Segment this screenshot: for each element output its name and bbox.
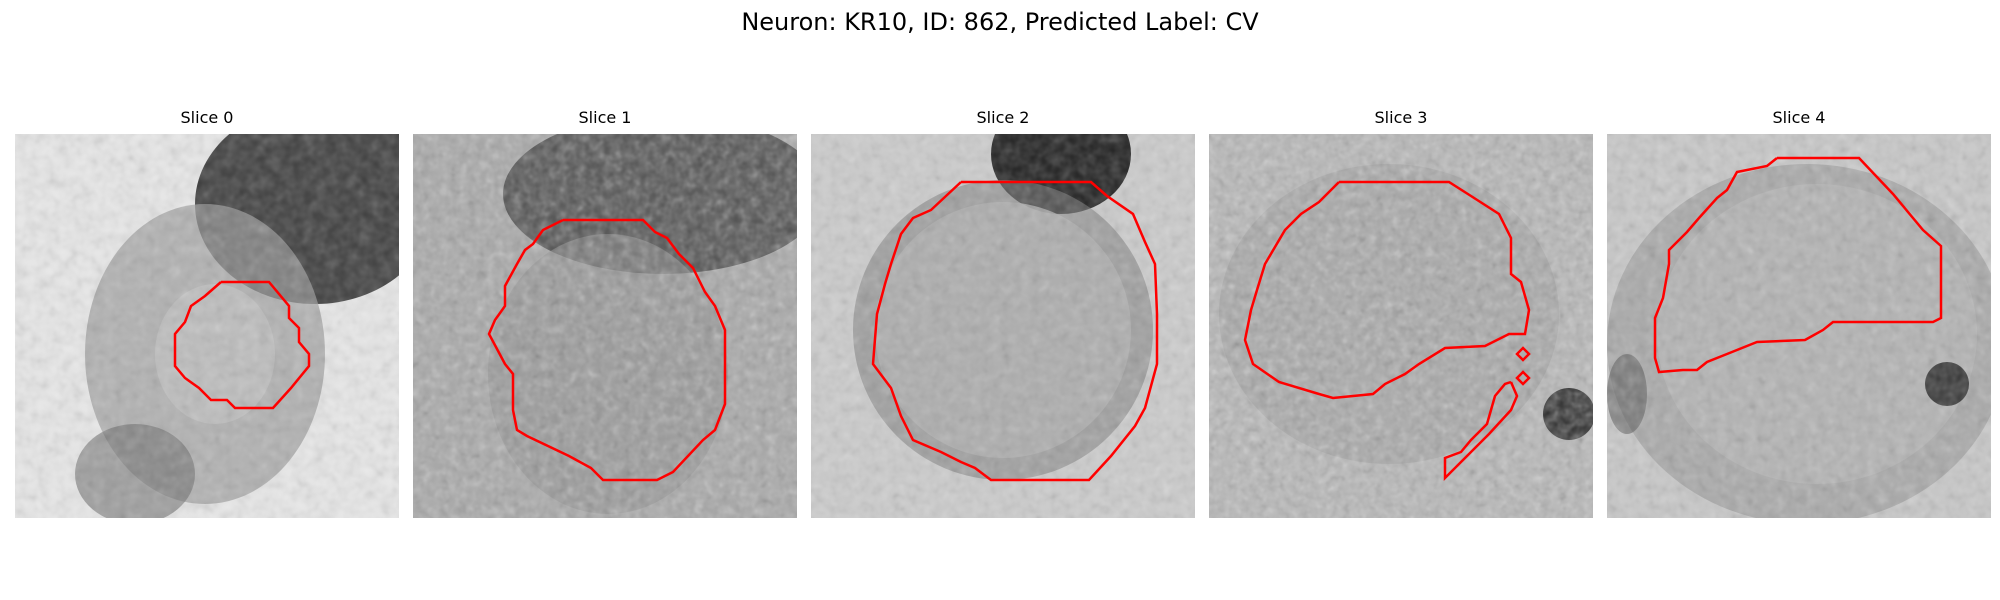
slice-image-0 (15, 134, 399, 518)
slice-image-3 (1209, 134, 1593, 518)
roi-contour (173, 280, 311, 410)
roi-contour (1653, 156, 1943, 374)
slice-title-4: Slice 4 (1772, 108, 1826, 127)
roi-contour-dot (1515, 370, 1531, 386)
roi-contour (871, 180, 1159, 482)
roi-contour (1243, 180, 1531, 400)
roi-contour (487, 218, 727, 482)
slice-title-1: Slice 1 (578, 108, 632, 127)
slice-image-4 (1607, 134, 1991, 518)
slice-title-3: Slice 3 (1374, 108, 1428, 127)
roi-contour-dot (1515, 346, 1531, 362)
slice-image-1 (413, 134, 797, 518)
slice-title-2: Slice 2 (976, 108, 1030, 127)
slice-title-0: Slice 0 (180, 108, 234, 127)
roi-contour-tail (1443, 380, 1519, 482)
figure-title: Neuron: KR10, ID: 862, Predicted Label: … (741, 8, 1259, 36)
slice-image-2 (811, 134, 1195, 518)
